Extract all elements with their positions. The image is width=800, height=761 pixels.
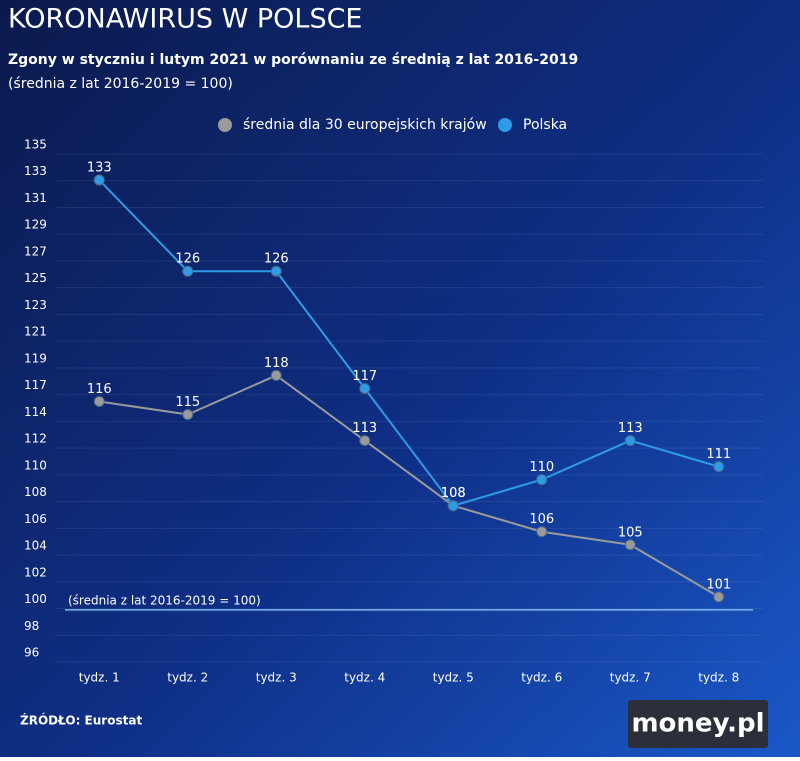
data-label: 108 — [441, 486, 466, 501]
y-tick-label: 106 — [24, 512, 47, 526]
y-tick-label: 112 — [24, 432, 47, 446]
data-point — [359, 382, 371, 394]
data-label: 101 — [706, 577, 731, 592]
legend-marker — [498, 118, 512, 132]
data-label: 113 — [618, 421, 643, 436]
data-label: 126 — [264, 252, 289, 267]
y-tick-label: 131 — [24, 191, 47, 205]
data-point — [182, 265, 194, 277]
data-label: 118 — [264, 356, 289, 371]
chart-subtitle: Zgony w styczniu i lutym 2021 w porównan… — [8, 52, 578, 68]
data-label: 126 — [175, 252, 200, 267]
y-tick-label: 98 — [24, 619, 39, 633]
data-label: 133 — [87, 161, 112, 176]
data-point — [713, 591, 725, 603]
y-tick-label: 133 — [24, 164, 47, 178]
series-line — [98, 179, 720, 507]
y-tick-label: 129 — [24, 218, 47, 232]
data-label: 117 — [352, 369, 377, 384]
chart-title: KORONAWIRUS W POLSCE — [8, 4, 363, 35]
x-tick-label: tydz. 5 — [433, 671, 474, 685]
data-point — [93, 174, 105, 186]
data-point — [447, 500, 459, 512]
y-tick-label: 108 — [24, 485, 47, 499]
chart-note: (średnia z lat 2016-2019 = 100) — [8, 76, 233, 92]
source: ŹRÓDŁO: Eurostat — [20, 713, 142, 728]
data-point — [93, 395, 105, 407]
y-tick-label: 100 — [24, 592, 47, 606]
legend-label: średnia dla 30 europejskich krajów — [243, 117, 487, 133]
x-tick-label: tydz. 1 — [79, 671, 120, 685]
x-tick-label: tydz. 7 — [610, 671, 651, 685]
y-tick-label: 104 — [24, 539, 47, 553]
data-point — [624, 435, 636, 447]
legend-marker — [218, 118, 232, 132]
x-tick-label: tydz. 3 — [256, 671, 297, 685]
y-tick-label: 114 — [24, 405, 47, 419]
y-tick-label: 117 — [24, 378, 47, 392]
data-label: 111 — [706, 447, 731, 462]
y-tick-label: 121 — [24, 325, 47, 339]
x-tick-label: tydz. 6 — [521, 671, 562, 685]
x-tick-label: tydz. 2 — [167, 671, 208, 685]
data-label: 115 — [175, 395, 200, 410]
reference-label: (średnia z lat 2016-2019 = 100) — [68, 593, 261, 607]
y-tick-label: 110 — [24, 458, 47, 472]
data-label: 105 — [618, 525, 643, 540]
y-tick-label: 102 — [24, 565, 47, 579]
logo-box — [628, 700, 768, 748]
data-label: 110 — [529, 460, 554, 475]
x-tick-label: tydz. 8 — [698, 671, 739, 685]
data-point — [536, 526, 548, 538]
legend-label: Polska — [523, 117, 567, 133]
data-label: 113 — [352, 421, 377, 436]
y-tick-label: 96 — [24, 646, 39, 660]
y-tick-label: 119 — [24, 351, 47, 365]
data-point — [536, 474, 548, 486]
data-point — [713, 461, 725, 473]
y-tick-label: 127 — [24, 244, 47, 258]
y-tick-label: 123 — [24, 298, 47, 312]
data-point — [270, 265, 282, 277]
data-label: 108 — [441, 486, 466, 501]
y-tick-label: 125 — [24, 271, 47, 285]
x-tick-label: tydz. 4 — [344, 671, 385, 685]
y-tick-label: 135 — [24, 138, 47, 152]
data-point — [270, 369, 282, 381]
series-line — [99, 374, 720, 598]
data-label: 116 — [87, 382, 112, 397]
data-point — [182, 409, 194, 421]
logo: money.pl — [631, 709, 764, 739]
data-point — [624, 539, 636, 551]
data-point — [359, 435, 371, 447]
data-label: 106 — [529, 512, 554, 527]
